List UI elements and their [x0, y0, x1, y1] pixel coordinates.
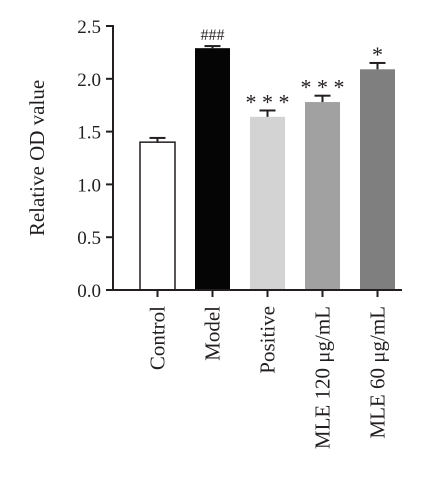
- y-tick-label: 1.5: [77, 123, 101, 144]
- x-tick-label: MLE 120 μg/mL: [311, 306, 335, 449]
- y-tick-label: 1.0: [77, 175, 101, 196]
- bars: ### * * * * * * *: [139, 27, 395, 291]
- y-tick-label: 2.0: [77, 70, 101, 91]
- y-axis-title: Relative OD value: [25, 80, 49, 236]
- bar-2: [250, 116, 285, 290]
- x-tick-label: MLE 60 μg/mL: [366, 306, 390, 439]
- y-tick-label: 0.0: [77, 281, 101, 302]
- y-axis: 0.0 0.5 1.0 1.5 2.0 2.5: [77, 17, 114, 302]
- significance-label: * * *: [301, 75, 345, 100]
- bar-3: [305, 102, 340, 290]
- bar-1: [195, 48, 230, 291]
- x-tick-label: Control: [146, 306, 170, 370]
- x-axis: Control Model Positive MLE 120 μg/mL MLE 60 …: [112, 289, 402, 449]
- significance-label: *: [372, 42, 383, 67]
- bar-0: [139, 141, 176, 291]
- bar-4: [360, 69, 395, 291]
- x-tick-label: Model: [201, 306, 225, 361]
- x-tick-label: Positive: [256, 306, 280, 374]
- y-tick-label: 2.5: [77, 17, 101, 38]
- y-tick-label: 0.5: [77, 228, 101, 249]
- significance-label: * * *: [246, 89, 290, 114]
- significance-label: ###: [201, 27, 225, 44]
